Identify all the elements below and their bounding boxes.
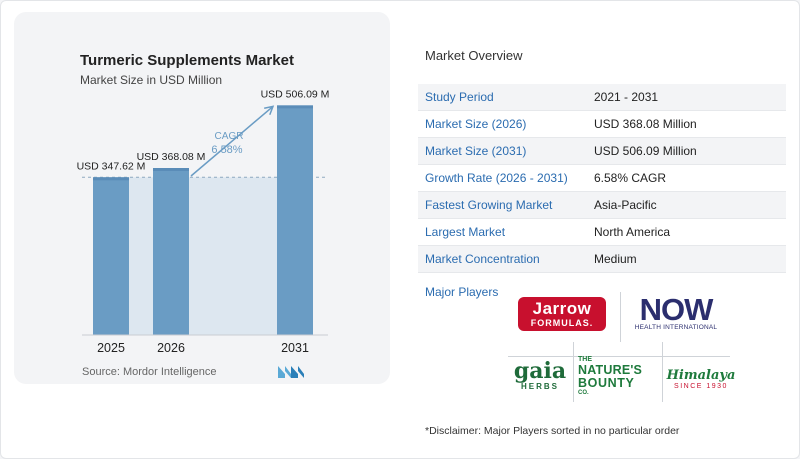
overview-row: Market Concentration Medium	[418, 246, 786, 273]
cagr-value: 6.58%	[211, 144, 242, 156]
data-label: USD 506.09 M	[261, 88, 330, 100]
himalaya-logo-subtext: SINCE 1930	[674, 383, 728, 390]
nb-logo-text-4: CO.	[578, 390, 589, 396]
cagr-arrow-line	[190, 105, 274, 177]
bar	[153, 168, 189, 335]
jarrow-formulas-logo: Jarrow FORMULAS.	[518, 297, 606, 331]
overview-row-key: Market Size (2026)	[425, 117, 527, 131]
disclaimer-text: *Disclaimer: Major Players sorted in no …	[425, 425, 680, 437]
gaia-herbs-logo: gaia HERBS	[510, 360, 570, 400]
overview-row: Growth Rate (2026 - 2031) 6.58% CAGR	[418, 165, 786, 192]
bar	[93, 177, 129, 335]
now-logo-subtext: HEALTH INTERNATIONAL	[634, 324, 718, 331]
now-health-logo: NOW HEALTH INTERNATIONAL	[628, 292, 724, 336]
overview-row-value: 2021 - 2031	[594, 90, 659, 104]
overview-row-key: Market Size (2031)	[425, 144, 527, 158]
logo-divider	[573, 342, 574, 402]
bar-cap	[153, 168, 189, 172]
market-overview-title: Market Overview	[425, 48, 523, 63]
overview-row: Market Size (2031) USD 506.09 Million	[418, 138, 786, 165]
nb-logo-text-2: NATURE'S	[578, 363, 643, 377]
jarrow-logo-text: Jarrow	[532, 299, 592, 318]
cagr-arrow-head	[264, 105, 275, 116]
gaia-logo-subtext: HERBS	[520, 382, 559, 391]
mordor-logo-icon	[278, 366, 304, 378]
overview-row-key: Largest Market	[425, 225, 506, 239]
overview-row-key: Study Period	[425, 90, 494, 104]
overview-row-value: Asia-Pacific	[594, 198, 657, 212]
x-tick-label: 2031	[281, 341, 309, 355]
data-label: USD 368.08 M	[137, 151, 206, 163]
reference-band	[93, 177, 313, 335]
overview-row-value: North America	[594, 225, 671, 239]
nb-logo-text-1: THE	[578, 356, 592, 363]
data-label: USD 347.62 M	[77, 160, 146, 172]
bar-chart: USD 347.62 M 2025 USD 368.08 M 2026 USD 506.…	[77, 88, 330, 355]
overview-row: Fastest Growing Market Asia-Pacific	[418, 192, 786, 219]
overview-row-key: Fastest Growing Market	[425, 198, 553, 212]
overview-row: Market Size (2026) USD 368.08 Million	[418, 111, 786, 138]
overview-row-key: Market Concentration	[425, 252, 540, 266]
himalaya-logo-text: Himalaya	[666, 368, 736, 383]
overview-row-value: USD 368.08 Million	[594, 117, 697, 131]
nb-logo-text-3: BOUNTY	[578, 376, 635, 390]
logo-divider	[620, 292, 621, 342]
gaia-logo-text: gaia	[513, 358, 567, 384]
logo-divider	[662, 342, 663, 402]
chart-title: Turmeric Supplements Market	[80, 52, 294, 69]
natures-bounty-logo: THE NATURE'S BOUNTY CO.	[578, 356, 660, 402]
overview-row-value: 6.58% CAGR	[594, 171, 667, 185]
overview-row-key: Growth Rate (2026 - 2031)	[425, 171, 568, 185]
major-players-label: Major Players	[425, 285, 499, 299]
logo-divider	[508, 356, 730, 357]
bar-cap	[93, 177, 129, 181]
bar-cap	[277, 105, 313, 109]
jarrow-logo-subtext: FORMULAS.	[530, 318, 594, 328]
chart-subtitle: Market Size in USD Million	[80, 73, 223, 87]
overview-row: Study Period 2021 - 2031	[418, 84, 786, 111]
himalaya-logo: Himalaya SINCE 1930	[666, 368, 736, 398]
source-text: Source: Mordor Intelligence	[82, 366, 217, 378]
overview-row: Largest Market North America	[418, 219, 786, 246]
cagr-label: CAGR	[215, 131, 244, 142]
x-tick-label: 2026	[157, 341, 185, 355]
now-logo-text: NOW	[639, 292, 714, 327]
bar	[277, 105, 313, 335]
x-tick-label: 2025	[97, 341, 125, 355]
overview-row-value: Medium	[594, 252, 637, 266]
overview-row-value: USD 506.09 Million	[594, 144, 697, 158]
